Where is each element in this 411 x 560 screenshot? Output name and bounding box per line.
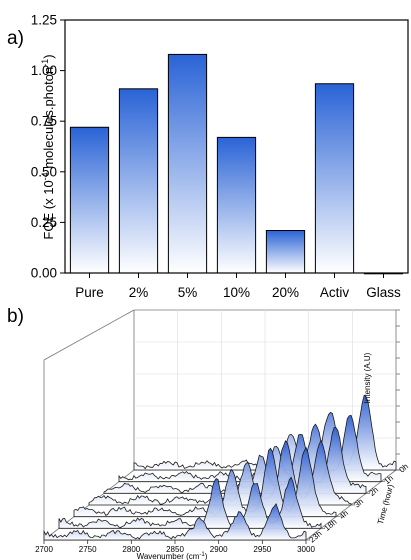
bars (69, 53, 404, 275)
y-tick-label: 0.50 (31, 164, 57, 179)
time-label: 0h (398, 462, 411, 475)
panel-a: a) FQE (x 10-4 molecules.photon-1) 0.000… (7, 13, 409, 300)
x-tick-label: 2700 (35, 545, 53, 554)
bar (314, 83, 355, 274)
time-label: 1h (383, 474, 396, 487)
y-ticks: 0.00 0.25 0.50 0.75 1.00 1.25 (31, 13, 65, 281)
y-tick-label: 1.25 (31, 13, 57, 28)
x-tick-label: 2750 (79, 545, 97, 554)
x-tick-label: 3000 (297, 545, 315, 554)
x-tick-label: 2800 (122, 545, 140, 554)
panel-b-label: b) (7, 306, 24, 327)
x-tick-label: 2950 (253, 545, 271, 554)
series-18h (58, 476, 322, 529)
panel-a-label: a) (7, 28, 24, 49)
time-axis-label: Time (hour) (376, 483, 395, 525)
time-label: 3h (353, 497, 366, 510)
panel-b: b) 2700 2750 2800 2850 2900 2950 3000 0h1h2h3h… (7, 306, 410, 560)
time-label: 23h (308, 529, 324, 544)
category-label: 10% (223, 285, 250, 300)
x-tick-label: 2850 (166, 545, 184, 554)
wavenumber-ticks: 2700 2750 2800 2850 2900 2950 3000 (35, 540, 315, 554)
category-label: 5% (178, 285, 198, 300)
box-edge (43, 309, 135, 361)
x-axis-label: Wavenumber (cm-1) (137, 552, 208, 560)
bar (167, 53, 208, 274)
category-label: 20% (272, 285, 299, 300)
series-23h (43, 503, 307, 541)
plot-frame (64, 19, 409, 274)
z-axis-label: Intensity (A.U) (363, 352, 372, 403)
waterfall-series (43, 394, 397, 541)
time-label: 18h (323, 517, 339, 532)
y-tick-label: 0.25 (31, 215, 57, 230)
bar (118, 88, 159, 274)
category-label: Glass (366, 285, 401, 300)
y-tick-label: 1.00 (31, 63, 57, 78)
bar (265, 229, 306, 274)
x-tick-labels: Pure 2% 5% 10% 20% Activ Glass (75, 273, 401, 300)
time-label: 4h (338, 509, 351, 522)
x-tick-label: 2900 (210, 545, 228, 554)
y-tick-label: 0.00 (31, 266, 57, 281)
category-label: 2% (129, 285, 149, 300)
bar (69, 126, 110, 274)
category-label: Activ (320, 285, 350, 300)
category-label: Pure (75, 285, 104, 300)
time-label: 2h (368, 485, 381, 498)
y-axis-label: FQE (x 10-4 molecules.photon-1) (40, 54, 56, 239)
bar (216, 136, 257, 274)
y-tick-label: 0.75 (31, 114, 57, 129)
